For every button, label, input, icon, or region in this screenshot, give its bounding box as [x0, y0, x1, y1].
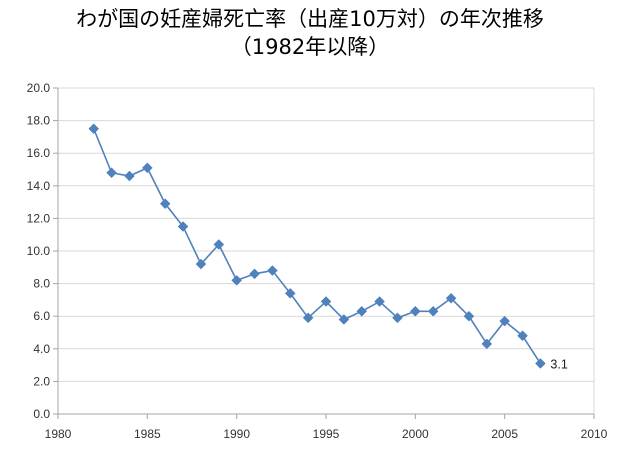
y-tick-label: 14.0 — [27, 179, 51, 193]
data-point-marker — [392, 312, 403, 324]
data-point-marker — [445, 292, 457, 304]
data-point-marker — [535, 358, 546, 369]
data-point-marker — [106, 167, 117, 179]
data-point-marker — [213, 239, 225, 250]
data-label: 3.1 — [550, 357, 567, 371]
data-point-marker — [499, 315, 511, 327]
data-point-marker — [249, 268, 260, 280]
data-point-marker — [356, 305, 368, 317]
y-tick-label: 18.0 — [27, 114, 51, 128]
data-point-marker — [284, 288, 296, 299]
data-point-marker — [427, 305, 439, 317]
data-point-marker — [195, 258, 207, 270]
y-tick-label: 12.0 — [27, 211, 51, 225]
data-point-marker — [88, 123, 100, 135]
y-tick-label: 10.0 — [27, 244, 51, 258]
data-point-marker — [409, 305, 421, 317]
chart-title: わが国の妊産婦死亡率（出産10万対）の年次推移 — [76, 7, 544, 31]
data-point-marker — [231, 274, 243, 286]
y-tick-label: 16.0 — [27, 146, 51, 160]
y-tick-label: 0.0 — [33, 407, 50, 421]
x-tick-label: 1985 — [134, 427, 161, 441]
x-tick-label: 1990 — [223, 427, 250, 441]
data-point-marker — [338, 314, 350, 325]
data-point-marker — [517, 330, 528, 342]
series-line — [92, 128, 542, 364]
data-point-marker — [177, 221, 189, 232]
data-point-marker — [267, 265, 278, 276]
y-tick-label: 8.0 — [33, 277, 50, 291]
data-point-marker — [374, 296, 385, 307]
chart-subtitle: （1982年以降） — [230, 35, 390, 59]
y-tick-label: 20.0 — [27, 81, 51, 95]
x-tick-label: 1995 — [313, 427, 340, 441]
data-point-marker — [463, 310, 475, 322]
data-point-marker — [159, 198, 171, 210]
x-tick-label: 2000 — [402, 427, 429, 441]
y-tick-label: 6.0 — [33, 309, 50, 323]
x-tick-label: 2010 — [581, 427, 608, 441]
data-point-marker — [320, 296, 332, 307]
y-tick-label: 4.0 — [33, 342, 50, 356]
data-point-marker — [481, 338, 493, 350]
x-tick-label: 1980 — [45, 427, 72, 441]
chart-title-block: わが国の妊産婦死亡率（出産10万対）の年次推移 （1982年以降） — [0, 6, 620, 60]
data-point-marker — [302, 312, 314, 324]
data-point-marker — [124, 170, 135, 182]
y-tick-label: 2.0 — [33, 374, 50, 388]
data-point-marker — [141, 162, 153, 174]
x-tick-label: 2005 — [491, 427, 518, 441]
